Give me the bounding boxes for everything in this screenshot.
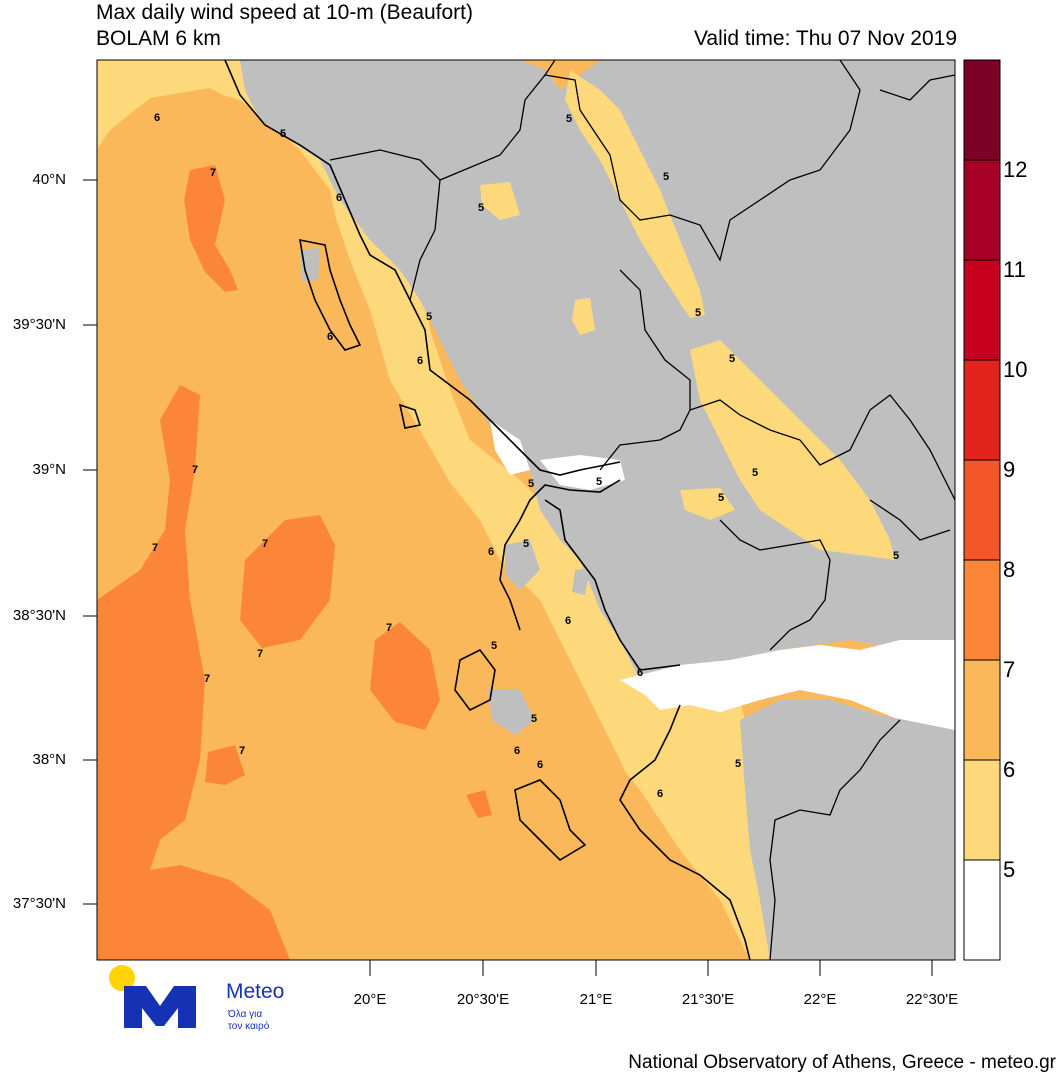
logo-wordmark: Meteo [226,980,285,1003]
valid-time: Valid time: Thu 07 Nov 2019 [693,27,957,50]
lon-label: 22°30'E [905,991,959,1008]
contour-label: 5 [695,307,701,319]
contour-label: 7 [386,622,392,634]
contour-label: 6 [417,355,423,367]
contour-label: 7 [262,538,268,550]
lat-label: 40°N [32,171,66,188]
meteo-logo-icon [109,965,196,1028]
lon-label: 21°E [579,991,613,1008]
land-peloponnese [740,700,955,960]
contour-label: 7 [192,464,198,476]
sea-bf8-tiny [466,790,492,818]
contour-label: 6 [154,112,160,124]
contour-label: 5 [528,478,534,490]
contour-label: 5 [718,492,724,504]
contour-label: 5 [596,476,602,488]
sea-bf7-offshore [97,88,750,960]
coast-white [490,420,530,475]
map-title: Max daily wind speed at 10-m (Beaufort) [96,1,474,24]
gulf-white-2 [540,455,625,490]
contour-label: 5 [752,467,758,479]
land-bf6-patch2 [572,298,595,335]
lon-label: 20°30'E [456,991,510,1008]
contour-label: 6 [565,615,571,627]
contour-label: 5 [491,640,497,652]
sea-bf8-west [97,385,290,960]
meteo-logo: Meteo Όλα για τον καιρό [108,964,308,1034]
land-mainland-north [240,60,955,680]
colorbar-label: 11 [1003,257,1026,282]
contour-label: 5 [280,128,286,140]
contour-label: 5 [663,171,669,183]
land-bf6-patch1 [480,182,520,220]
contour-label: 7 [204,673,210,685]
contour-labels: 6 5 7 6 5 5 5 5 6 6 5 5 5 7 5 5 5 7 6 5 … [152,112,899,800]
logo-tagline: Όλα για [228,1009,263,1020]
gulf-white [620,640,955,730]
model-name: BOLAM 6 km [96,27,221,50]
island-corfu [300,248,320,282]
colorbar-label: 5 [1003,857,1016,882]
colorbar-label: 10 [1003,357,1028,382]
colorbar-label: 8 [1003,557,1016,582]
lon-label: 21°30'E [681,991,735,1008]
contour-label: 6 [336,192,342,204]
colorbar-label: 6 [1003,757,1016,782]
lat-ticks [83,179,97,905]
land-bf6-ridge [565,70,705,318]
contour-label: 7 [210,167,216,179]
lon-label: 22°E [803,991,837,1008]
coastlines [224,60,751,960]
colorbar-label: 12 [1003,157,1028,182]
sea-bf8-small [205,745,245,785]
contour-label: 6 [514,745,520,757]
sea-bf8-east [370,622,440,730]
map-field: 6 5 7 6 5 5 5 5 6 6 5 5 5 7 5 5 5 7 6 5 … [97,60,955,960]
contour-label: 7 [152,542,158,554]
lat-label: 39°30'N [12,316,66,333]
contour-label: 5 [426,311,432,323]
contour-label: 5 [566,113,572,125]
borders [329,60,955,960]
contour-label: 6 [637,667,643,679]
contour-label: 7 [239,745,245,757]
sea-bf8-center [240,515,335,648]
lat-label: 39°N [32,461,66,478]
contour-label: 6 [327,331,333,343]
island-lefkada [505,540,540,590]
sea-bf6-coast [97,60,780,960]
contour-label: 5 [729,353,735,365]
logo-tagline: τον καιρό [228,1021,270,1032]
colorbar-label: 7 [1003,657,1016,682]
lon-ticks [369,960,933,976]
lon-label: 20°E [353,991,387,1008]
island-cephalonia [488,690,535,735]
contour-label: 7 [257,648,263,660]
contour-label: 6 [537,759,543,771]
lat-label: 37°30'N [12,895,66,912]
map-frame [96,59,956,961]
contour-label: 6 [488,546,494,558]
colorbar [963,59,1001,961]
contour-label: 5 [523,538,529,550]
contour-label: 5 [478,202,484,214]
lat-label: 38°N [32,751,66,768]
contour-label: 5 [531,713,537,725]
contour-label: 5 [893,550,899,562]
land-bf6-patch3 [680,488,735,520]
sea-bf8-north [184,165,238,292]
island-small [572,568,590,595]
contour-label: 6 [657,788,663,800]
colorbar-label: 9 [1003,457,1016,482]
lat-label: 38°30'N [12,607,66,624]
contour-label: 5 [735,758,741,770]
footer-credit: National Observatory of Athens, Greece -… [628,1052,1056,1073]
sea-bf6-north [97,60,300,140]
land-bf6-east [690,340,895,560]
